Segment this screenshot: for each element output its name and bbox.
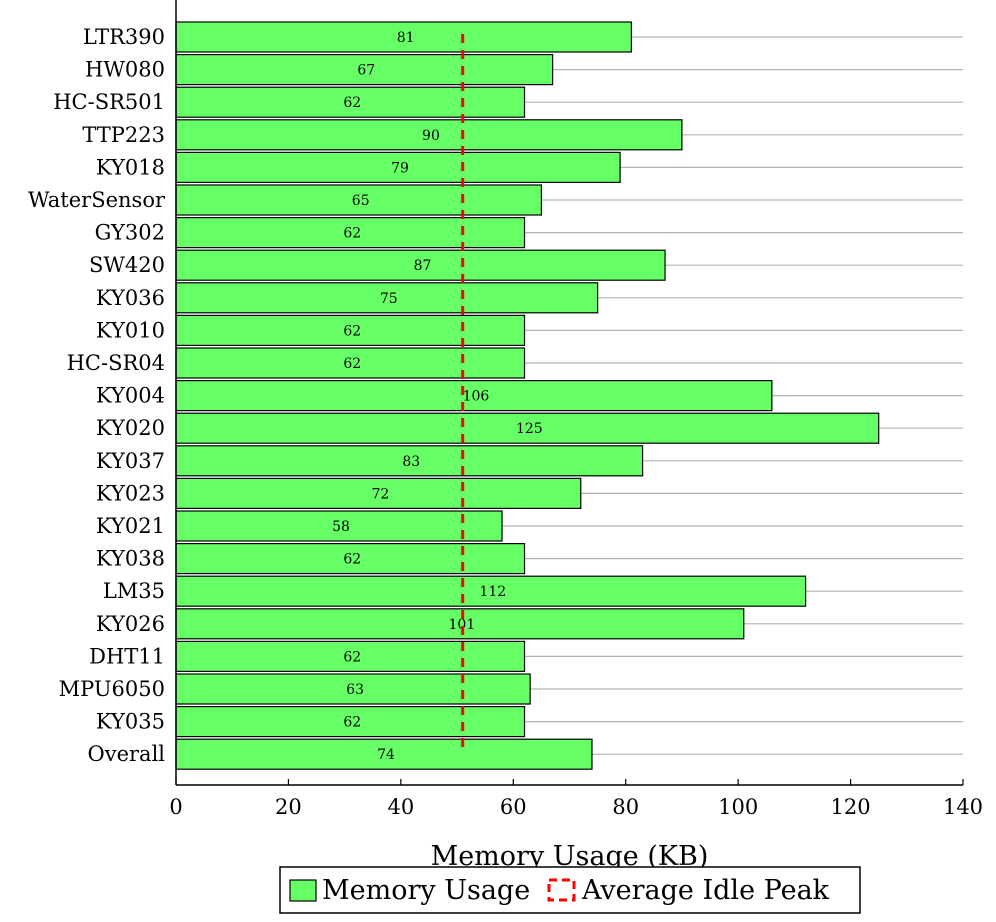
legend: Memory Usage Average Idle Peak [279, 866, 861, 914]
category-label: HC-SR04 [67, 351, 165, 375]
bar-hc-sr04 [175, 347, 526, 379]
bar-value-label: 72 [371, 486, 389, 502]
bars-group [175, 21, 880, 770]
category-label: KY021 [96, 514, 165, 538]
axes [175, 0, 963, 786]
bar-value-label: 90 [422, 128, 440, 144]
bar-value-label: 87 [414, 258, 432, 274]
bar-value-label: 75 [380, 291, 398, 307]
bar-ky036 [175, 282, 599, 314]
x-tick-label: 60 [500, 795, 527, 819]
bar-value-label: 125 [516, 421, 543, 437]
x-tick-label: 100 [718, 795, 758, 819]
bar-value-label: 63 [346, 682, 364, 698]
bar-ky020 [175, 412, 880, 444]
category-label: KY020 [96, 416, 165, 440]
category-label: KY004 [96, 384, 165, 408]
bar-value-label: 81 [397, 30, 415, 46]
category-label: KY037 [96, 449, 165, 473]
bar-ky018 [175, 151, 621, 183]
x-tick-label: 0 [169, 795, 182, 819]
bar-value-label: 58 [332, 519, 350, 535]
bar-value-label: 62 [343, 226, 361, 242]
bar-value-label: 62 [343, 95, 361, 111]
x-tick-label: 20 [275, 795, 302, 819]
category-label: MPU6050 [59, 677, 165, 701]
bar-value-label: 101 [449, 617, 476, 633]
bar-overall [175, 738, 593, 770]
legend-label-average-idle-peak: Average Idle Peak [581, 875, 830, 906]
x-tick-label: 80 [612, 795, 639, 819]
bar-value-label: 112 [479, 584, 506, 600]
bar-value-label: 106 [463, 389, 490, 405]
legend-swatch-average-idle-peak [547, 878, 576, 902]
category-label: DHT11 [89, 644, 165, 668]
x-tick-label: 140 [943, 795, 983, 819]
bar-ky023 [175, 477, 582, 509]
x-tick-labels: 0 20 40 60 80 100 120 140 [169, 779, 983, 819]
bar-value-label: 79 [391, 160, 409, 176]
bar-ky026 [175, 608, 745, 640]
bar-value-label: 62 [343, 552, 361, 568]
category-label: KY023 [96, 481, 165, 505]
bar-ttp223 [175, 119, 683, 151]
category-labels: LTR390 HW080 HC-SR501 TTP223 KY018 WaterSenso… [28, 25, 166, 766]
bar-value-label: 74 [377, 747, 395, 763]
bar-watersensor [175, 184, 542, 216]
category-label: LM35 [103, 579, 165, 603]
bar-ky021 [175, 510, 503, 542]
bar-ky035 [175, 705, 526, 738]
bar-value-label: 62 [343, 715, 361, 731]
bar-ky037 [175, 445, 644, 477]
bar-value-label: 62 [343, 649, 361, 665]
legend-label-memory-usage: Memory Usage [322, 875, 530, 906]
category-label: KY036 [96, 286, 165, 310]
legend-swatch-memory-usage [289, 879, 317, 902]
bar-ky010 [175, 314, 526, 346]
bar-value-label: 67 [357, 63, 375, 79]
bar-lm35 [175, 575, 807, 607]
bar-ky004 [175, 380, 773, 412]
bar-value-label: 62 [343, 356, 361, 372]
bar-dht11 [175, 640, 526, 673]
category-label: Overall [88, 742, 166, 766]
category-label: HC-SR501 [53, 90, 165, 114]
category-label: KY026 [96, 612, 165, 636]
bar-value-label: 83 [402, 454, 420, 470]
category-label: LTR390 [83, 25, 165, 49]
bar-value-label: 65 [352, 193, 370, 209]
legend-box [279, 866, 861, 914]
bar-value-label: 62 [343, 323, 361, 339]
category-label: TTP223 [82, 123, 165, 147]
x-tick-label: 120 [831, 795, 871, 819]
category-label: KY018 [96, 155, 165, 179]
category-label: WaterSensor [28, 188, 166, 212]
category-label: SW420 [89, 253, 165, 277]
category-label: GY302 [95, 221, 165, 245]
bar-value-labels: 81 67 62 90 79 65 62 87 75 62 62 106 125 83 72 58 62 112 1… [332, 30, 543, 763]
bar-sw420 [175, 249, 666, 281]
category-label: KY038 [96, 547, 165, 571]
category-label: HW080 [85, 58, 165, 82]
category-label: KY035 [96, 710, 165, 734]
x-tick-label: 40 [387, 795, 414, 819]
bar-mpu6050 [175, 673, 531, 705]
category-label: KY010 [96, 318, 165, 342]
